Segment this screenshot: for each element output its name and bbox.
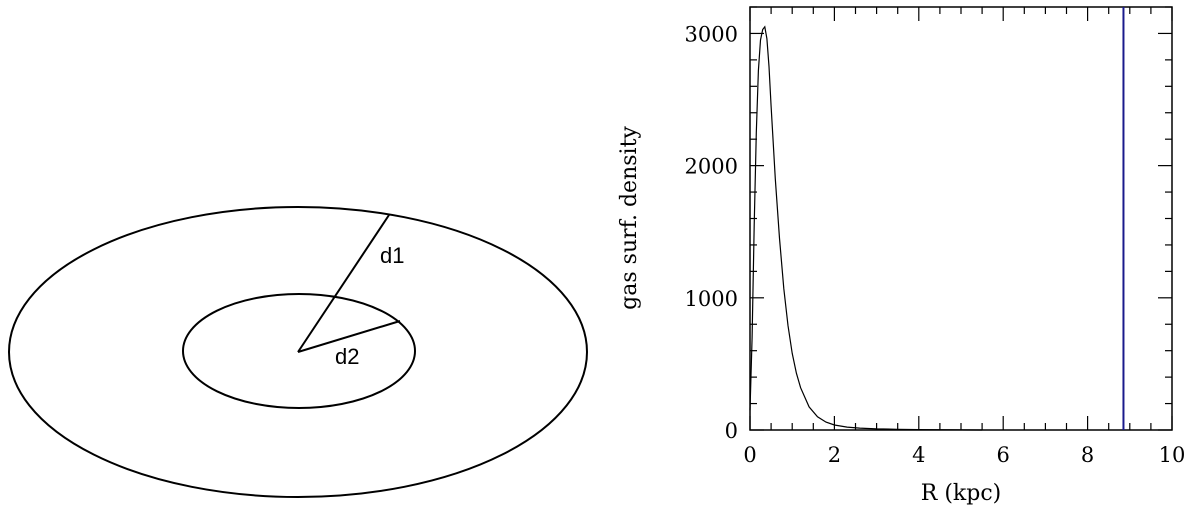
inner-ellipse [182, 293, 416, 409]
x-tick-label: 4 [912, 443, 925, 467]
d1-radius-line [297, 214, 390, 353]
y-axis-label: gas surf. density [617, 126, 642, 310]
y-tick-label: 1000 [685, 287, 738, 311]
outer-ellipse [8, 206, 588, 498]
series-line [749, 25, 983, 431]
x-tick-label: 2 [828, 443, 841, 467]
y-tick-label: 3000 [685, 22, 738, 46]
x-axis-label: R (kpc) [921, 481, 1001, 506]
d1-label: d1 [380, 243, 404, 268]
y-tick-label: 2000 [685, 155, 738, 179]
d2-label: d2 [335, 344, 359, 369]
x-tick-label: 0 [743, 443, 756, 467]
x-tick-label: 8 [1081, 443, 1094, 467]
x-tick-label: 10 [1159, 443, 1186, 467]
d2-radius-line [297, 320, 401, 353]
y-tick-label: 0 [725, 419, 738, 443]
x-tick-label: 6 [997, 443, 1010, 467]
plot-frame [749, 6, 1173, 431]
ellipse-diagram: d1 d2 [8, 206, 588, 498]
